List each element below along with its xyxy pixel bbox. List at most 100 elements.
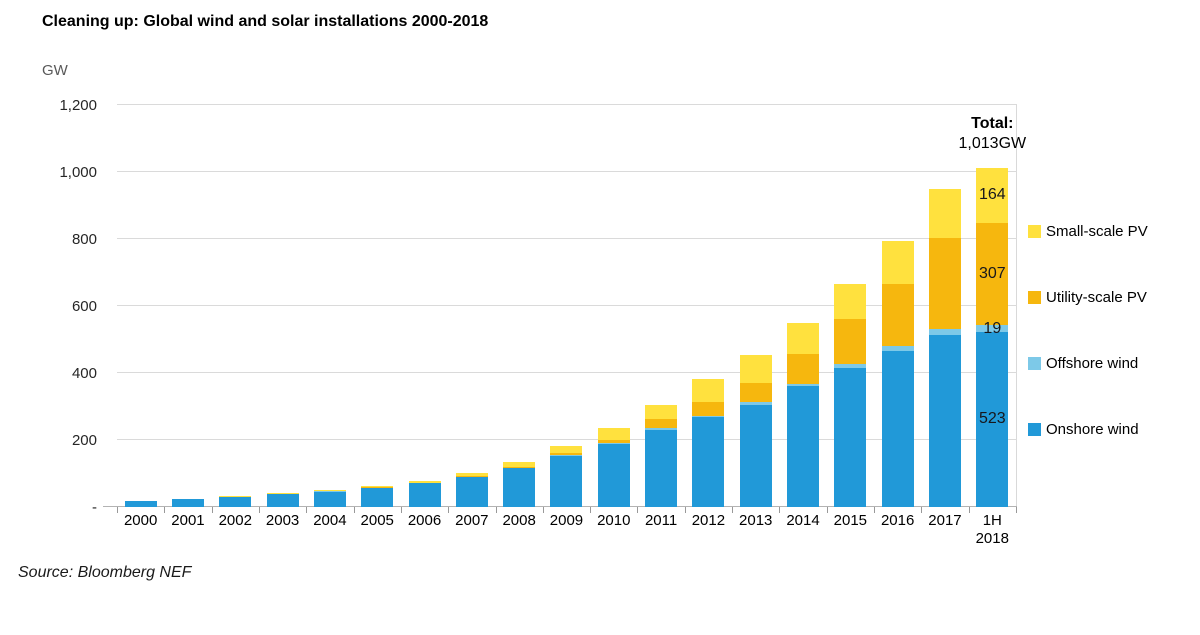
y-tick-label: 1,200 bbox=[59, 97, 97, 114]
bar-segment bbox=[645, 405, 678, 420]
stacked-bar bbox=[361, 485, 394, 507]
bar-segment bbox=[361, 485, 394, 488]
stacked-bar bbox=[928, 189, 961, 507]
x-tick-label: 2004 bbox=[313, 512, 347, 529]
legend-swatch-icon bbox=[1028, 422, 1041, 436]
bar-segment bbox=[597, 440, 630, 443]
bar-slot bbox=[732, 105, 779, 507]
bar-segment bbox=[787, 354, 820, 384]
bar-slot bbox=[590, 105, 637, 507]
bar-segment bbox=[976, 325, 1009, 332]
bar-segment bbox=[692, 402, 725, 416]
bar-segment bbox=[645, 419, 678, 429]
bar-segment bbox=[550, 453, 583, 456]
x-tick-label: 2006 bbox=[407, 512, 442, 529]
bar-segment bbox=[550, 455, 583, 507]
bar-segment bbox=[313, 491, 346, 507]
legend-label: Small-scale PV bbox=[1046, 222, 1148, 240]
stacked-bar bbox=[219, 496, 252, 507]
x-tick-mark bbox=[590, 507, 592, 513]
stacked-bar bbox=[550, 446, 583, 507]
x-tick-mark bbox=[732, 507, 734, 513]
bar-slot bbox=[306, 105, 353, 507]
bar-slot bbox=[164, 105, 211, 507]
bar-slot bbox=[448, 105, 495, 507]
x-tick-mark bbox=[306, 507, 308, 513]
x-tick-mark bbox=[495, 507, 497, 513]
bar-segment bbox=[881, 283, 914, 347]
bar-segment bbox=[408, 483, 441, 507]
y-axis-tick-labels: - 200 400 600 800 1,000 1,200 bbox=[30, 97, 97, 516]
x-tick-mark bbox=[874, 507, 876, 513]
bar-segment bbox=[881, 240, 914, 284]
stacked-bar bbox=[455, 472, 488, 507]
bar-segment bbox=[266, 494, 299, 507]
bar-segment bbox=[976, 167, 1009, 223]
bar-segment bbox=[739, 383, 772, 403]
bar-segment bbox=[219, 496, 252, 507]
stacked-bar bbox=[976, 167, 1009, 507]
legend-swatch-icon bbox=[1028, 356, 1041, 370]
bar-segment bbox=[597, 443, 630, 507]
y-tick-label: 400 bbox=[71, 365, 97, 382]
bar-slot bbox=[921, 105, 968, 507]
stacked-bar bbox=[171, 498, 204, 507]
segment-value-label: 164 bbox=[978, 186, 1006, 204]
total-annotation: Total: 1,013GW bbox=[917, 114, 1067, 154]
segment-value-label: 523 bbox=[978, 410, 1006, 428]
stacked-bar bbox=[834, 284, 867, 507]
bar-slot bbox=[117, 105, 164, 507]
bar-segment bbox=[313, 490, 346, 492]
total-annotation-value: 1,013GW bbox=[958, 134, 1027, 152]
x-tick-mark bbox=[921, 507, 923, 513]
bar-segment bbox=[881, 346, 914, 351]
x-tick-label: 2001 bbox=[171, 512, 205, 529]
x-tick-label: 2012 bbox=[691, 512, 726, 529]
bar-segment bbox=[455, 476, 488, 507]
x-tick-mark bbox=[258, 507, 260, 513]
x-tick-label: 2008 bbox=[502, 512, 536, 529]
bar-segment bbox=[787, 386, 820, 507]
x-tick-mark bbox=[400, 507, 402, 513]
chart-title: Cleaning up: Global wind and solar insta… bbox=[42, 13, 489, 30]
x-tick-label: 2011 bbox=[644, 512, 678, 529]
bar-segment bbox=[834, 367, 867, 507]
x-tick-label: 2014 bbox=[786, 512, 820, 529]
y-tick-label: - bbox=[92, 499, 97, 516]
bar-segment bbox=[361, 487, 394, 507]
x-tick-mark bbox=[211, 507, 213, 513]
bar-segment bbox=[266, 493, 299, 494]
bar-slot bbox=[779, 105, 826, 507]
x-tick-label: 2015 bbox=[833, 512, 868, 529]
bar-segment bbox=[503, 462, 536, 468]
plot-area: Total: 1,013GW 523 19 307 164 bbox=[103, 104, 1026, 513]
y-tick-label: 600 bbox=[71, 298, 97, 315]
bar-segment bbox=[928, 329, 961, 336]
x-tick-mark bbox=[448, 507, 450, 513]
x-tick-label: 2009 bbox=[549, 512, 584, 529]
bar-segment bbox=[739, 354, 772, 384]
bar-segment bbox=[597, 427, 630, 441]
x-tick-mark bbox=[826, 507, 828, 513]
bar-segment bbox=[928, 335, 961, 507]
bar-slot bbox=[685, 105, 732, 507]
gridline bbox=[117, 171, 1017, 172]
x-tick-label: 2005 bbox=[360, 512, 394, 529]
bar-segment bbox=[787, 383, 820, 387]
legend-item: Onshore wind bbox=[1028, 419, 1148, 439]
legend-label: Offshore wind bbox=[1046, 354, 1139, 372]
x-tick-label: 2016 bbox=[880, 512, 915, 529]
total-annotation-heading: Total: bbox=[971, 114, 1014, 132]
bar-segment bbox=[881, 350, 914, 507]
x-tick-label: 2000 bbox=[123, 512, 158, 529]
bar-slot bbox=[637, 105, 684, 507]
gridline bbox=[117, 238, 1017, 239]
stacked-bar bbox=[313, 490, 346, 507]
legend-label: Onshore wind bbox=[1046, 420, 1139, 438]
bar-segment bbox=[928, 238, 961, 330]
x-tick-label: 2003 bbox=[265, 512, 300, 529]
segment-value-label: 19 bbox=[983, 319, 1002, 337]
stacked-bar bbox=[739, 354, 772, 507]
gridline bbox=[117, 305, 1017, 306]
bar-segment bbox=[550, 446, 583, 454]
